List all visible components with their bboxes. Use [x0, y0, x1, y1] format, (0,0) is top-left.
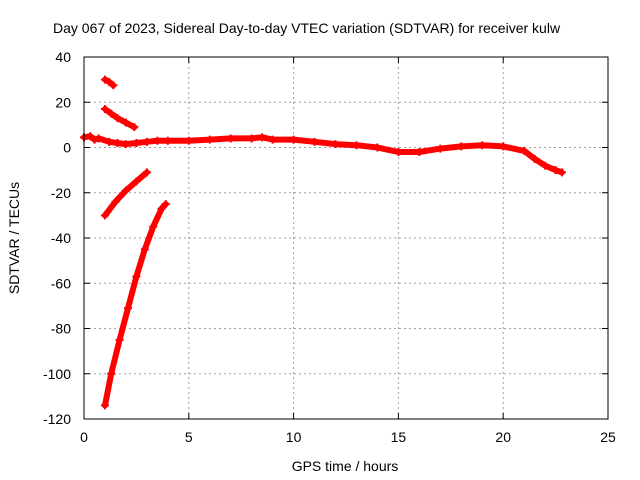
data-point [331, 140, 340, 149]
data-point [247, 134, 256, 143]
data-point [520, 146, 529, 155]
data-point [415, 148, 424, 157]
data-point [163, 136, 172, 145]
data-point [142, 137, 151, 146]
data-points [80, 75, 566, 410]
data-point [394, 148, 403, 157]
data-point [105, 137, 114, 146]
data-point [184, 136, 193, 145]
x-tick-label: 0 [80, 429, 88, 445]
data-point [100, 75, 109, 84]
data-point [107, 109, 116, 118]
data-point [94, 134, 103, 143]
data-point [530, 154, 539, 163]
data-point [310, 137, 319, 146]
y-tick-label: -100 [43, 366, 71, 382]
x-tick-label: 15 [391, 429, 407, 445]
data-point [113, 114, 122, 123]
y-tick-label: -60 [51, 275, 71, 291]
y-tick-label: 20 [55, 94, 71, 110]
y-tick-label: -20 [51, 185, 71, 201]
y-tick-label: -40 [51, 230, 71, 246]
data-point [205, 135, 214, 144]
data-point [100, 211, 109, 220]
axis-ticks: 0 5 10 15 20 25 -120 -100 -80 -60 -40 -20 0 20 40 [43, 49, 616, 445]
data-point [557, 168, 566, 177]
data-point [457, 142, 466, 151]
data-point [373, 143, 382, 152]
data-point [140, 245, 149, 254]
data-point [90, 135, 99, 144]
data-point [130, 123, 139, 132]
y-tick-label: 0 [63, 140, 71, 156]
data-point [121, 118, 130, 127]
data-point [115, 335, 124, 344]
data-point [226, 134, 235, 143]
chart-title: Day 067 of 2023, Sidereal Day-to-day VTE… [53, 20, 561, 36]
data-point [478, 141, 487, 150]
data-point [111, 197, 120, 206]
data-point [258, 133, 267, 142]
data-point [121, 186, 130, 195]
data-point [499, 142, 508, 151]
data-point [113, 138, 122, 147]
data-point [86, 132, 95, 141]
data-point [132, 272, 141, 281]
data-point [268, 135, 277, 144]
data-point [121, 140, 130, 149]
y-axis-title: SDTVAR / TECUs [6, 182, 22, 294]
data-point [109, 81, 118, 90]
data-point [153, 136, 162, 145]
data-point [100, 105, 109, 114]
x-tick-label: 25 [600, 429, 616, 445]
data-point [157, 204, 166, 213]
data-point [436, 144, 445, 153]
data-point [142, 168, 151, 177]
y-tick-label: -120 [43, 411, 71, 427]
x-axis-title: GPS time / hours [292, 458, 399, 474]
data-point [149, 222, 158, 231]
grid [84, 57, 608, 419]
y-tick-label: 40 [55, 49, 71, 65]
data-point [132, 138, 141, 147]
data-point [289, 135, 298, 144]
data-point [100, 401, 109, 410]
series-arc-low [102, 201, 169, 409]
data-point [132, 177, 141, 186]
data-point [105, 77, 114, 86]
data-point [352, 141, 361, 150]
data-point [551, 166, 560, 175]
y-tick-label: -80 [51, 321, 71, 337]
x-tick-label: 10 [286, 429, 302, 445]
x-tick-label: 20 [495, 429, 511, 445]
data-point [541, 161, 550, 170]
data-point [124, 304, 133, 313]
x-tick-label: 5 [185, 429, 193, 445]
data-point [161, 200, 170, 209]
data-point [107, 369, 116, 378]
